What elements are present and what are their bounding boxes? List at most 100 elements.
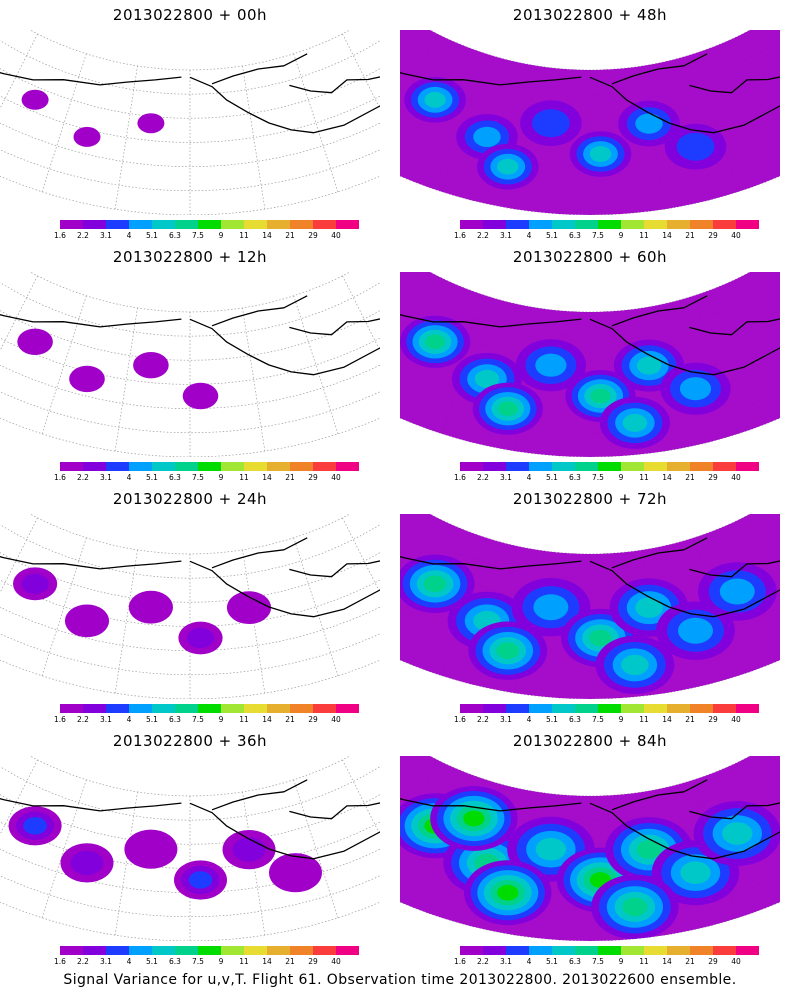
colorbar-label: 5.1 — [546, 231, 558, 240]
graticule — [0, 30, 380, 215]
colorbar-label: 11 — [239, 957, 249, 966]
colorbar-label: 21 — [285, 231, 295, 240]
colorbar-swatch — [713, 946, 736, 955]
colorbar: 1.6 2.2 3.1 4 5.1 6.3 7.5 9 11 14 21 29 40 — [54, 462, 359, 482]
colorbar-label: 3.1 — [500, 957, 512, 966]
colorbar-label: 21 — [685, 473, 695, 482]
colorbar-swatch — [129, 704, 152, 713]
colorbar-swatch — [267, 220, 290, 229]
colorbar-swatch — [460, 704, 483, 713]
variance-field — [400, 756, 780, 941]
colorbar-swatch — [198, 704, 221, 713]
colorbar-swatch — [713, 462, 736, 471]
colorbar-label: 21 — [285, 473, 295, 482]
colorbar-label: 5.1 — [546, 473, 558, 482]
colorbar-label: 29 — [308, 473, 318, 482]
colorbar-label: 40 — [331, 957, 341, 966]
map-panel-p24: 2013022800 + 24h 1.6 2.2 3.1 4 5.1 6.3 7.5 9 11 14… — [0, 484, 380, 724]
colorbar: 1.6 2.2 3.1 4 5.1 6.3 7.5 9 11 14 21 29 40 — [454, 220, 759, 240]
colorbar-swatch — [313, 220, 336, 229]
colorbar-swatch — [483, 704, 506, 713]
colorbar-label: 14 — [262, 231, 272, 240]
colorbar-swatch — [621, 462, 644, 471]
colorbar: 1.6 2.2 3.1 4 5.1 6.3 7.5 9 11 14 21 29 40 — [454, 462, 759, 482]
colorbar-label: 7.5 — [592, 957, 604, 966]
coastlines — [400, 779, 780, 860]
colorbar-swatch — [60, 220, 83, 229]
colorbar-label: 1.6 — [454, 715, 466, 724]
colorbar-label: 3.1 — [100, 473, 112, 482]
colorbar-swatch — [529, 220, 552, 229]
map-panel-p48: 2013022800 + 48h 1.6 2.2 3.1 4 5.1 6.3 7.5 9 11 14… — [400, 0, 780, 240]
colorbar-swatch — [506, 462, 529, 471]
map-panel-p00: 2013022800 + 00h 1.6 2.2 3.1 4 5.1 6.3 7.5 9 11 14… — [0, 0, 380, 240]
colorbar-swatch — [552, 946, 575, 955]
colorbar-swatch — [667, 220, 690, 229]
colorbar-swatch — [336, 462, 359, 471]
colorbar-swatch — [575, 220, 598, 229]
colorbar-swatch — [621, 946, 644, 955]
colorbar-swatch — [83, 220, 106, 229]
coastlines — [400, 537, 780, 618]
colorbar-label: 5.1 — [146, 231, 158, 240]
colorbar-label: 9 — [219, 957, 224, 966]
colorbar-swatch — [460, 462, 483, 471]
colorbar-swatch — [198, 462, 221, 471]
colorbar-label: 4 — [527, 231, 532, 240]
colorbar-label: 14 — [662, 957, 672, 966]
colorbar-label: 2.2 — [477, 231, 489, 240]
colorbar-label: 9 — [219, 231, 224, 240]
colorbar-swatch — [221, 462, 244, 471]
colorbar-label: 1.6 — [454, 473, 466, 482]
colorbar-swatch — [598, 462, 621, 471]
colorbar-label: 4 — [127, 473, 132, 482]
colorbar-swatch — [290, 946, 313, 955]
colorbar-swatch — [552, 704, 575, 713]
colorbar-swatch — [152, 220, 175, 229]
colorbar-swatch — [690, 946, 713, 955]
colorbar-label: 4 — [127, 957, 132, 966]
colorbar-label: 11 — [639, 715, 649, 724]
colorbar-swatch — [106, 220, 129, 229]
colorbar-swatch — [506, 220, 529, 229]
colorbar-swatch — [290, 220, 313, 229]
colorbar-swatch — [83, 704, 106, 713]
colorbar-swatch — [506, 704, 529, 713]
colorbar-label: 7.5 — [192, 715, 204, 724]
colorbar-swatch — [529, 704, 552, 713]
colorbar-swatch — [736, 704, 759, 713]
colorbar-label: 2.2 — [77, 957, 89, 966]
variance-field — [400, 272, 780, 457]
colorbar-swatch — [529, 946, 552, 955]
colorbar-label: 7.5 — [592, 715, 604, 724]
colorbar-label: 9 — [219, 715, 224, 724]
coastlines — [0, 53, 380, 134]
colorbar-label: 2.2 — [77, 231, 89, 240]
colorbar-label: 40 — [731, 231, 741, 240]
colorbar-swatch — [713, 704, 736, 713]
colorbar-label: 2.2 — [77, 715, 89, 724]
colorbar-label: 7.5 — [192, 957, 204, 966]
variance-map — [400, 272, 780, 457]
colorbar-label: 4 — [127, 715, 132, 724]
colorbar-label: 5.1 — [146, 473, 158, 482]
colorbar-swatch — [290, 462, 313, 471]
colorbar-label: 1.6 — [454, 231, 466, 240]
colorbar-swatch — [129, 946, 152, 955]
colorbar-label: 1.6 — [54, 473, 66, 482]
colorbar-swatch — [106, 704, 129, 713]
colorbar-label: 11 — [639, 473, 649, 482]
colorbar-label: 40 — [731, 957, 741, 966]
graticule — [0, 514, 380, 699]
panel-title: 2013022800 + 48h — [512, 6, 668, 24]
colorbar-label: 6.3 — [169, 957, 181, 966]
colorbar-label: 1.6 — [454, 957, 466, 966]
variance-field — [400, 514, 780, 699]
colorbar-swatch — [336, 220, 359, 229]
colorbar-swatch — [529, 462, 552, 471]
colorbar-label: 11 — [639, 231, 649, 240]
variance-map — [0, 756, 380, 941]
colorbar-label: 29 — [308, 957, 318, 966]
panel-title: 2013022800 + 36h — [112, 732, 268, 750]
colorbar-swatch — [290, 704, 313, 713]
